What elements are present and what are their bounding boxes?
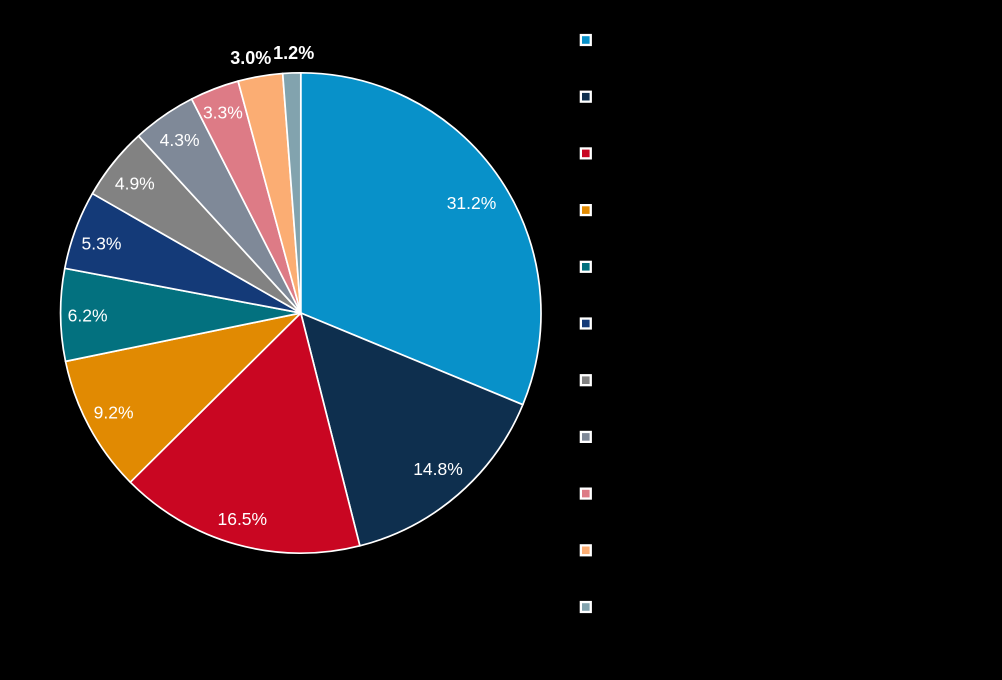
svg-text:3.0%: 3.0%	[230, 48, 271, 68]
svg-text:31.2%: 31.2%	[447, 193, 497, 213]
svg-text:14.8%: 14.8%	[413, 459, 463, 479]
svg-text:3.3%: 3.3%	[203, 103, 243, 123]
svg-text:4.9%: 4.9%	[115, 173, 155, 193]
svg-text:16.5%: 16.5%	[217, 509, 267, 529]
svg-text:5.3%: 5.3%	[82, 234, 122, 254]
svg-text:6.2%: 6.2%	[68, 306, 108, 326]
svg-text:4.3%: 4.3%	[160, 130, 200, 150]
svg-text:1.2%: 1.2%	[273, 43, 314, 63]
svg-text:9.2%: 9.2%	[94, 403, 134, 423]
